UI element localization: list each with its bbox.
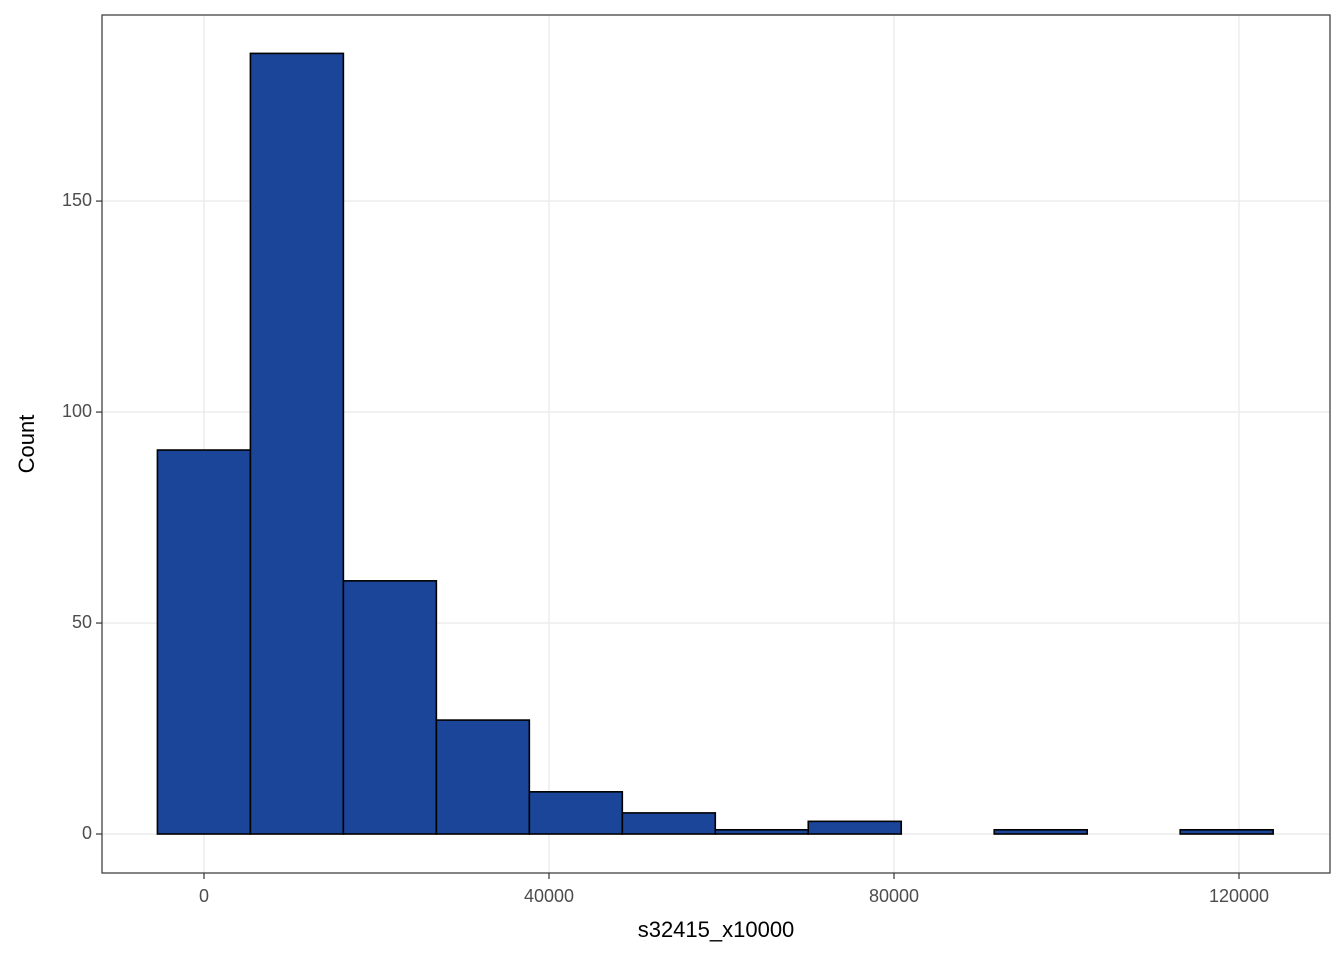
y-tick-label: 50: [72, 612, 92, 632]
y-tick-label: 100: [62, 401, 92, 421]
histogram-bar: [807, 820, 903, 835]
histogram-bar: [249, 52, 345, 835]
x-tick-label: 0: [199, 886, 209, 906]
histogram-bar: [1179, 828, 1274, 835]
y-tick-label: 0: [82, 823, 92, 843]
histogram-bar: [714, 828, 810, 835]
histogram-bar: [435, 719, 531, 835]
x-tick-label: 120000: [1209, 886, 1269, 906]
y-tick-label: 150: [62, 190, 92, 210]
histogram-bar: [993, 828, 1088, 835]
x-tick-label: 80000: [869, 886, 919, 906]
y-axis-label: Count: [14, 415, 39, 474]
plot-border: [101, 14, 1331, 874]
x-tick-label: 40000: [524, 886, 574, 906]
x-axis-label: s32415_x10000: [638, 917, 795, 942]
histogram-bar: [342, 580, 438, 835]
histogram-bar: [528, 791, 624, 835]
histogram-bar: [621, 812, 717, 835]
histogram-bar: [156, 449, 252, 835]
